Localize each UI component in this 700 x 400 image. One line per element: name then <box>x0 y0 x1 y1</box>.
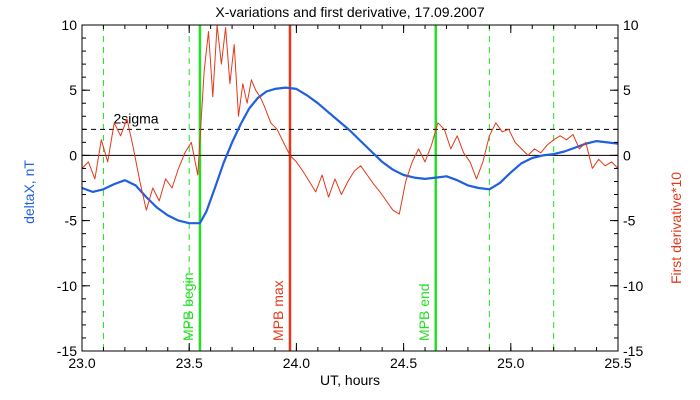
x-axis-label: UT, hours <box>320 372 380 388</box>
y-tick-label-left: 5 <box>69 82 77 98</box>
x-tick-label: 25.5 <box>604 355 631 371</box>
y-tick-label-right: 5 <box>623 82 631 98</box>
y-tick-label-right: 0 <box>623 147 631 163</box>
y-tick-label-left: -15 <box>57 343 77 359</box>
x-tick-label: 24.0 <box>283 355 310 371</box>
y-tick-label-left: 0 <box>69 147 77 163</box>
y-tick-label-left: -10 <box>57 278 77 294</box>
y-axis-label-right: First derivative*10 <box>668 172 684 284</box>
y-tick-label-left: 10 <box>61 17 77 33</box>
marker-label-mpb-end: MPB end <box>416 283 432 341</box>
plot-frame <box>81 24 619 352</box>
plot-area: 2sigma MPB begin MPB max MPB end 23.0 23.5 24.… <box>57 17 644 371</box>
y-tick-label-right: -5 <box>623 213 636 229</box>
threshold-label: 2sigma <box>113 110 158 126</box>
y-tick-label-right: -10 <box>623 278 643 294</box>
series-line-derivative <box>81 24 619 215</box>
series-line-deltaX <box>81 86 619 225</box>
marker-label-mpb-begin: MPB begin <box>180 273 196 341</box>
x-tick-label: 25.0 <box>497 355 524 371</box>
y-axis-label-left: deltaX, nT <box>21 160 37 224</box>
marker-label-mpb-max: MPB max <box>270 280 286 341</box>
y-tick-label-right: 10 <box>623 17 639 33</box>
y-tick-label-left: -5 <box>65 213 78 229</box>
y-tick-label-right: -15 <box>623 343 643 359</box>
x-tick-label: 23.5 <box>176 355 203 371</box>
chart-title: X-variations and first derivative, 17.09… <box>215 4 484 20</box>
x-tick-label: 23.0 <box>68 355 95 371</box>
x-tick-label: 24.5 <box>390 355 417 371</box>
